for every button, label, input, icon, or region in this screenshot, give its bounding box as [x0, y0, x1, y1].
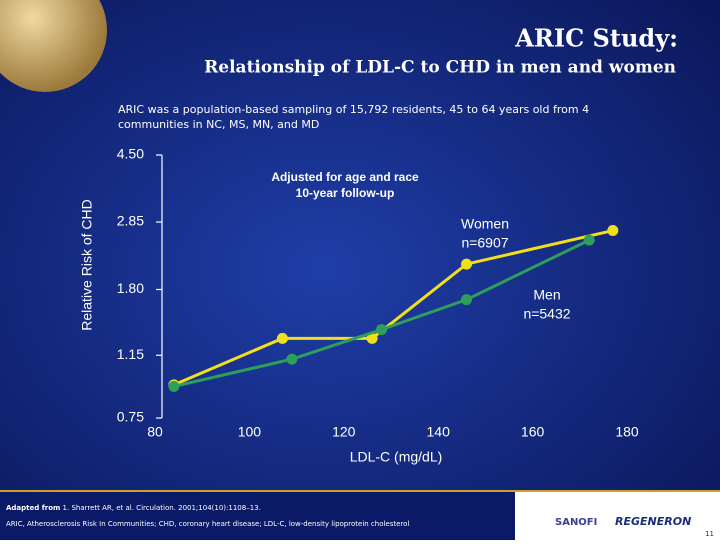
- data-point: [286, 353, 298, 365]
- data-point: [276, 332, 288, 344]
- y-tick-label: 4.50: [117, 146, 144, 162]
- y-tick-label: 1.80: [117, 280, 144, 296]
- y-tick-label: 2.85: [117, 213, 144, 229]
- x-tick-label: 120: [332, 424, 356, 440]
- y-axis-label: Relative Risk of CHD: [79, 199, 95, 330]
- series-n: n=5432: [523, 306, 570, 322]
- data-point: [583, 234, 595, 246]
- note: communities in NC, MS, MN, and MD: [118, 118, 319, 131]
- series-n: n=6907: [461, 235, 508, 251]
- source-text: 1. Sharrett AR, et al. Circulation. 2001…: [63, 504, 261, 512]
- logo-box: [515, 492, 720, 540]
- x-tick-label: 140: [427, 424, 451, 440]
- title: ARIC Study:: [514, 24, 678, 53]
- data-point: [461, 294, 473, 306]
- source-prefix: Adapted from: [6, 504, 60, 512]
- data-point: [461, 258, 473, 270]
- page-number: 11: [705, 530, 714, 538]
- decor-sphere: [0, 0, 107, 92]
- data-point: [607, 225, 619, 237]
- y-tick-label: 0.75: [117, 409, 144, 425]
- annotation: 10-year follow-up: [296, 186, 395, 200]
- data-point: [366, 332, 378, 344]
- x-tick-label: 80: [147, 424, 163, 440]
- logo-regeneron: REGENERON: [615, 515, 691, 528]
- x-tick-label: 100: [238, 424, 262, 440]
- data-point: [168, 380, 180, 392]
- annotation: Adjusted for age and race: [271, 170, 419, 184]
- abbreviations: ARIC, Atherosclerosis Risk In Communitie…: [6, 520, 409, 528]
- subtitle: Relationship of LDL-C to CHD in men and …: [204, 58, 676, 78]
- note: ARIC was a population-based sampling of …: [118, 103, 589, 116]
- source: Adapted from 1. Sharrett AR, et al. Circ…: [6, 504, 261, 512]
- series-label: Men: [533, 287, 560, 303]
- x-axis-label: LDL-C (mg/dL): [350, 449, 443, 465]
- series-label: Women: [461, 216, 509, 232]
- x-tick-label: 180: [615, 424, 639, 440]
- data-point: [376, 324, 388, 336]
- x-tick-label: 160: [521, 424, 545, 440]
- logo-sanofi: SANOFI: [555, 517, 597, 528]
- y-tick-label: 1.15: [117, 346, 144, 362]
